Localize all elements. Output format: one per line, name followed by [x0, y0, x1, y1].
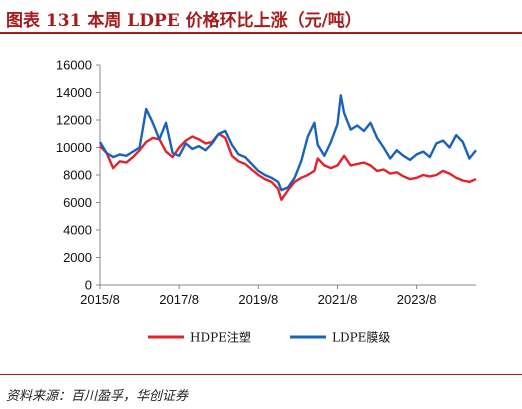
title-underline — [0, 32, 522, 34]
y-tick-label: 12000 — [56, 113, 92, 128]
y-tick-label: 10000 — [56, 140, 92, 155]
y-tick-label: 14000 — [56, 85, 92, 100]
x-tick-label: 2019/8 — [238, 292, 278, 307]
y-axis: 0 2000 4000 6000 8000 10000 12000 14000 16000 — [56, 58, 101, 293]
source-divider — [0, 374, 522, 375]
source-note: 资料来源：百川盈孚，华创证券 — [6, 389, 189, 404]
x-axis: 2015/8 2017/8 2019/8 2021/8 2023/8 — [80, 284, 476, 307]
title-bar: 图表 131 本周 LDPE 价格环比上涨（元/吨） — [0, 0, 522, 34]
y-tick-label: 8000 — [63, 168, 92, 183]
chart-title: 图表 131 本周 LDPE 价格环比上涨（元/吨） — [6, 11, 362, 31]
x-tick-label: 2021/8 — [318, 292, 358, 307]
x-tick-label: 2023/8 — [397, 292, 437, 307]
series-line-ldpe — [98, 94, 477, 192]
y-tick-label: 16000 — [56, 58, 92, 73]
line-chart: 0 2000 4000 6000 8000 10000 12000 14000 16000 20… — [56, 58, 477, 345]
y-tick-label: 4000 — [63, 223, 92, 238]
y-tick-label: 2000 — [63, 250, 92, 265]
x-tick-label: 2015/8 — [80, 292, 120, 307]
series-line-hdpe — [99, 132, 477, 201]
x-tick-label: 2017/8 — [159, 292, 199, 307]
y-tick-label: 6000 — [63, 195, 92, 210]
series-layer — [98, 94, 477, 201]
legend-label: HDPE注塑 — [190, 330, 251, 345]
legend-label: LDPE膜级 — [332, 331, 390, 345]
y-tick-label: 0 — [85, 278, 92, 293]
legend: HDPE注塑 LDPE膜级 — [148, 330, 390, 345]
